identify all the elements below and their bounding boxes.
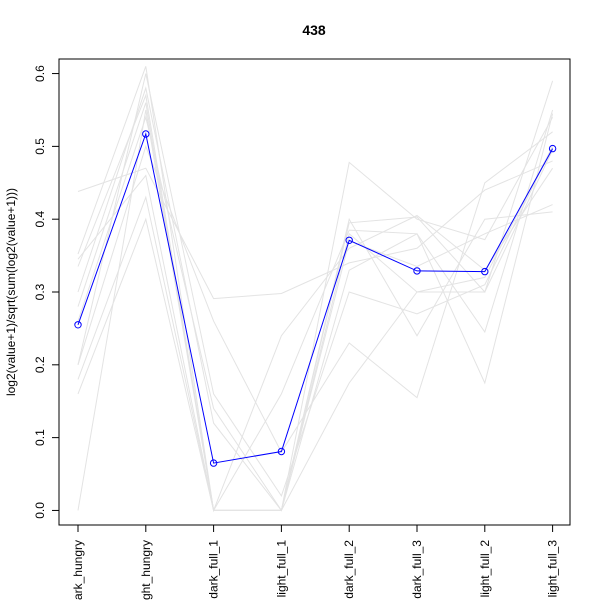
y-tick-label: 0.5 — [33, 138, 47, 155]
highlight-series-group — [74, 130, 557, 467]
y-tick-label: 0.0 — [33, 502, 47, 519]
background-series-line-5 — [77, 102, 554, 513]
background-series-line-9 — [77, 113, 554, 511]
highlight-point-2 — [142, 130, 150, 138]
background-series-line-11 — [77, 109, 554, 512]
y-tick-label: 0.1 — [33, 429, 47, 446]
background-series-line-12 — [77, 73, 554, 498]
x-tick-label: light_hungry — [139, 540, 153, 600]
x-tick-label: dark_full_1 — [207, 540, 221, 599]
y-tick-label: 0.2 — [33, 356, 47, 373]
background-series-line-4 — [77, 86, 554, 512]
background-series-line-2 — [77, 66, 554, 511]
x-tick-label: dark_full_3 — [410, 540, 424, 599]
y-axis-title: log2(value+1)/sqrt(sum(log2(value+1))) — [4, 188, 18, 396]
background-series-line-8 — [77, 149, 554, 511]
x-axis: dark_hungry light_hungry dark_full_1 light_… — [71, 524, 560, 600]
x-tick-label: light_full_3 — [546, 540, 560, 598]
x-tick-label: light_full_1 — [274, 540, 288, 598]
highlight-point-8 — [548, 144, 557, 153]
x-tick-label: dark_hungry — [71, 540, 85, 600]
y-axis: 0.0 0.1 0.2 0.3 0.4 0.5 0.6 — [33, 65, 60, 519]
highlight-point-5 — [345, 236, 353, 245]
x-tick-label: dark_full_2 — [342, 540, 356, 599]
background-series-line-6 — [77, 115, 553, 512]
y-tick-label: 0.3 — [33, 283, 47, 300]
highlight-point-4 — [277, 447, 286, 456]
highlight-point-3 — [209, 459, 218, 467]
background-series-group — [77, 66, 554, 513]
x-tick-label: light_full_2 — [478, 540, 492, 598]
y-tick-label: 0.4 — [33, 211, 47, 228]
plot-frame — [58, 58, 571, 526]
highlight-point-6 — [413, 267, 421, 275]
highlight-series-line — [77, 132, 554, 464]
chart-title: 438 — [302, 22, 326, 38]
highlight-point-1 — [74, 321, 82, 329]
background-series-line-10 — [77, 109, 553, 511]
highlight-point-7 — [481, 267, 489, 276]
y-tick-label: 0.6 — [33, 65, 47, 82]
